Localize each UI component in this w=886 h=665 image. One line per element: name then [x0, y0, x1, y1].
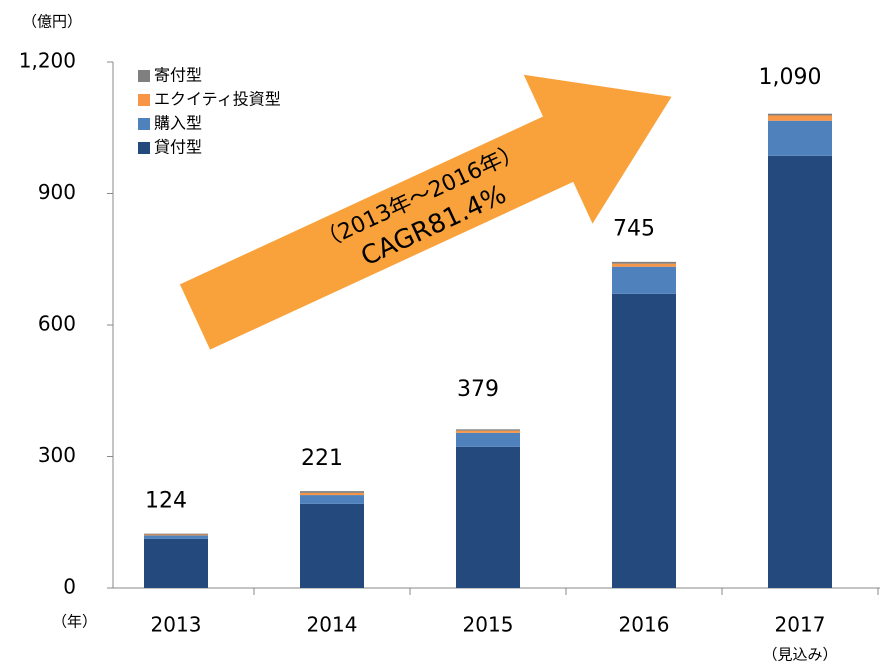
bar-segment [612, 293, 676, 588]
legend-swatch [138, 142, 150, 154]
x-unit: （年） [52, 613, 97, 631]
x-tick-label: 2013 [151, 613, 202, 637]
bar-segment [300, 495, 364, 504]
legend-label: 寄付型 [154, 66, 202, 85]
total-label: 745 [613, 216, 655, 241]
arrow-shape [179, 74, 672, 350]
bar-segment [144, 538, 208, 588]
bar-segment [300, 491, 364, 493]
y-unit: （億円） [22, 13, 82, 31]
x-tick-label: 2017 [775, 613, 826, 637]
legend-label: 購入型 [154, 114, 202, 133]
bar-segment [768, 115, 832, 121]
legend-label: エクイティ投資型 [154, 90, 281, 109]
bar-segment [456, 429, 520, 431]
x-tick-label: 2016 [619, 613, 670, 637]
bar-segment [144, 533, 208, 535]
bar-segment [456, 446, 520, 588]
bar-segment [300, 503, 364, 588]
total-label: 379 [457, 377, 499, 402]
legend-swatch [138, 70, 150, 82]
y-tick-label: 1,200 [19, 49, 76, 73]
total-label: 124 [145, 489, 187, 514]
bar-segment [768, 113, 832, 116]
bar-segment [456, 430, 520, 433]
bar-segment [768, 155, 832, 588]
bar-segment [456, 432, 520, 447]
x-tick-label: 2015 [463, 613, 514, 637]
y-tick-label: 600 [38, 312, 76, 336]
bar-segment [144, 534, 208, 536]
x-tick-label: 2014 [307, 613, 358, 637]
legend-label: 貸付型 [154, 138, 202, 157]
bar-segment [612, 261, 676, 264]
bar-segment [300, 492, 364, 496]
bar-segment [768, 120, 832, 156]
y-tick-label: 900 [38, 180, 76, 204]
total-label: 1,090 [759, 65, 822, 90]
y-tick-label: 0 [63, 575, 76, 599]
legend-swatch [138, 118, 150, 130]
category-note: （見込み） [762, 646, 837, 664]
y-tick-label: 300 [38, 443, 76, 467]
bar-segment [612, 266, 676, 294]
total-label: 221 [301, 446, 343, 471]
bar-segment [144, 535, 208, 539]
legend-swatch [138, 94, 150, 106]
bar-segment [612, 263, 676, 267]
